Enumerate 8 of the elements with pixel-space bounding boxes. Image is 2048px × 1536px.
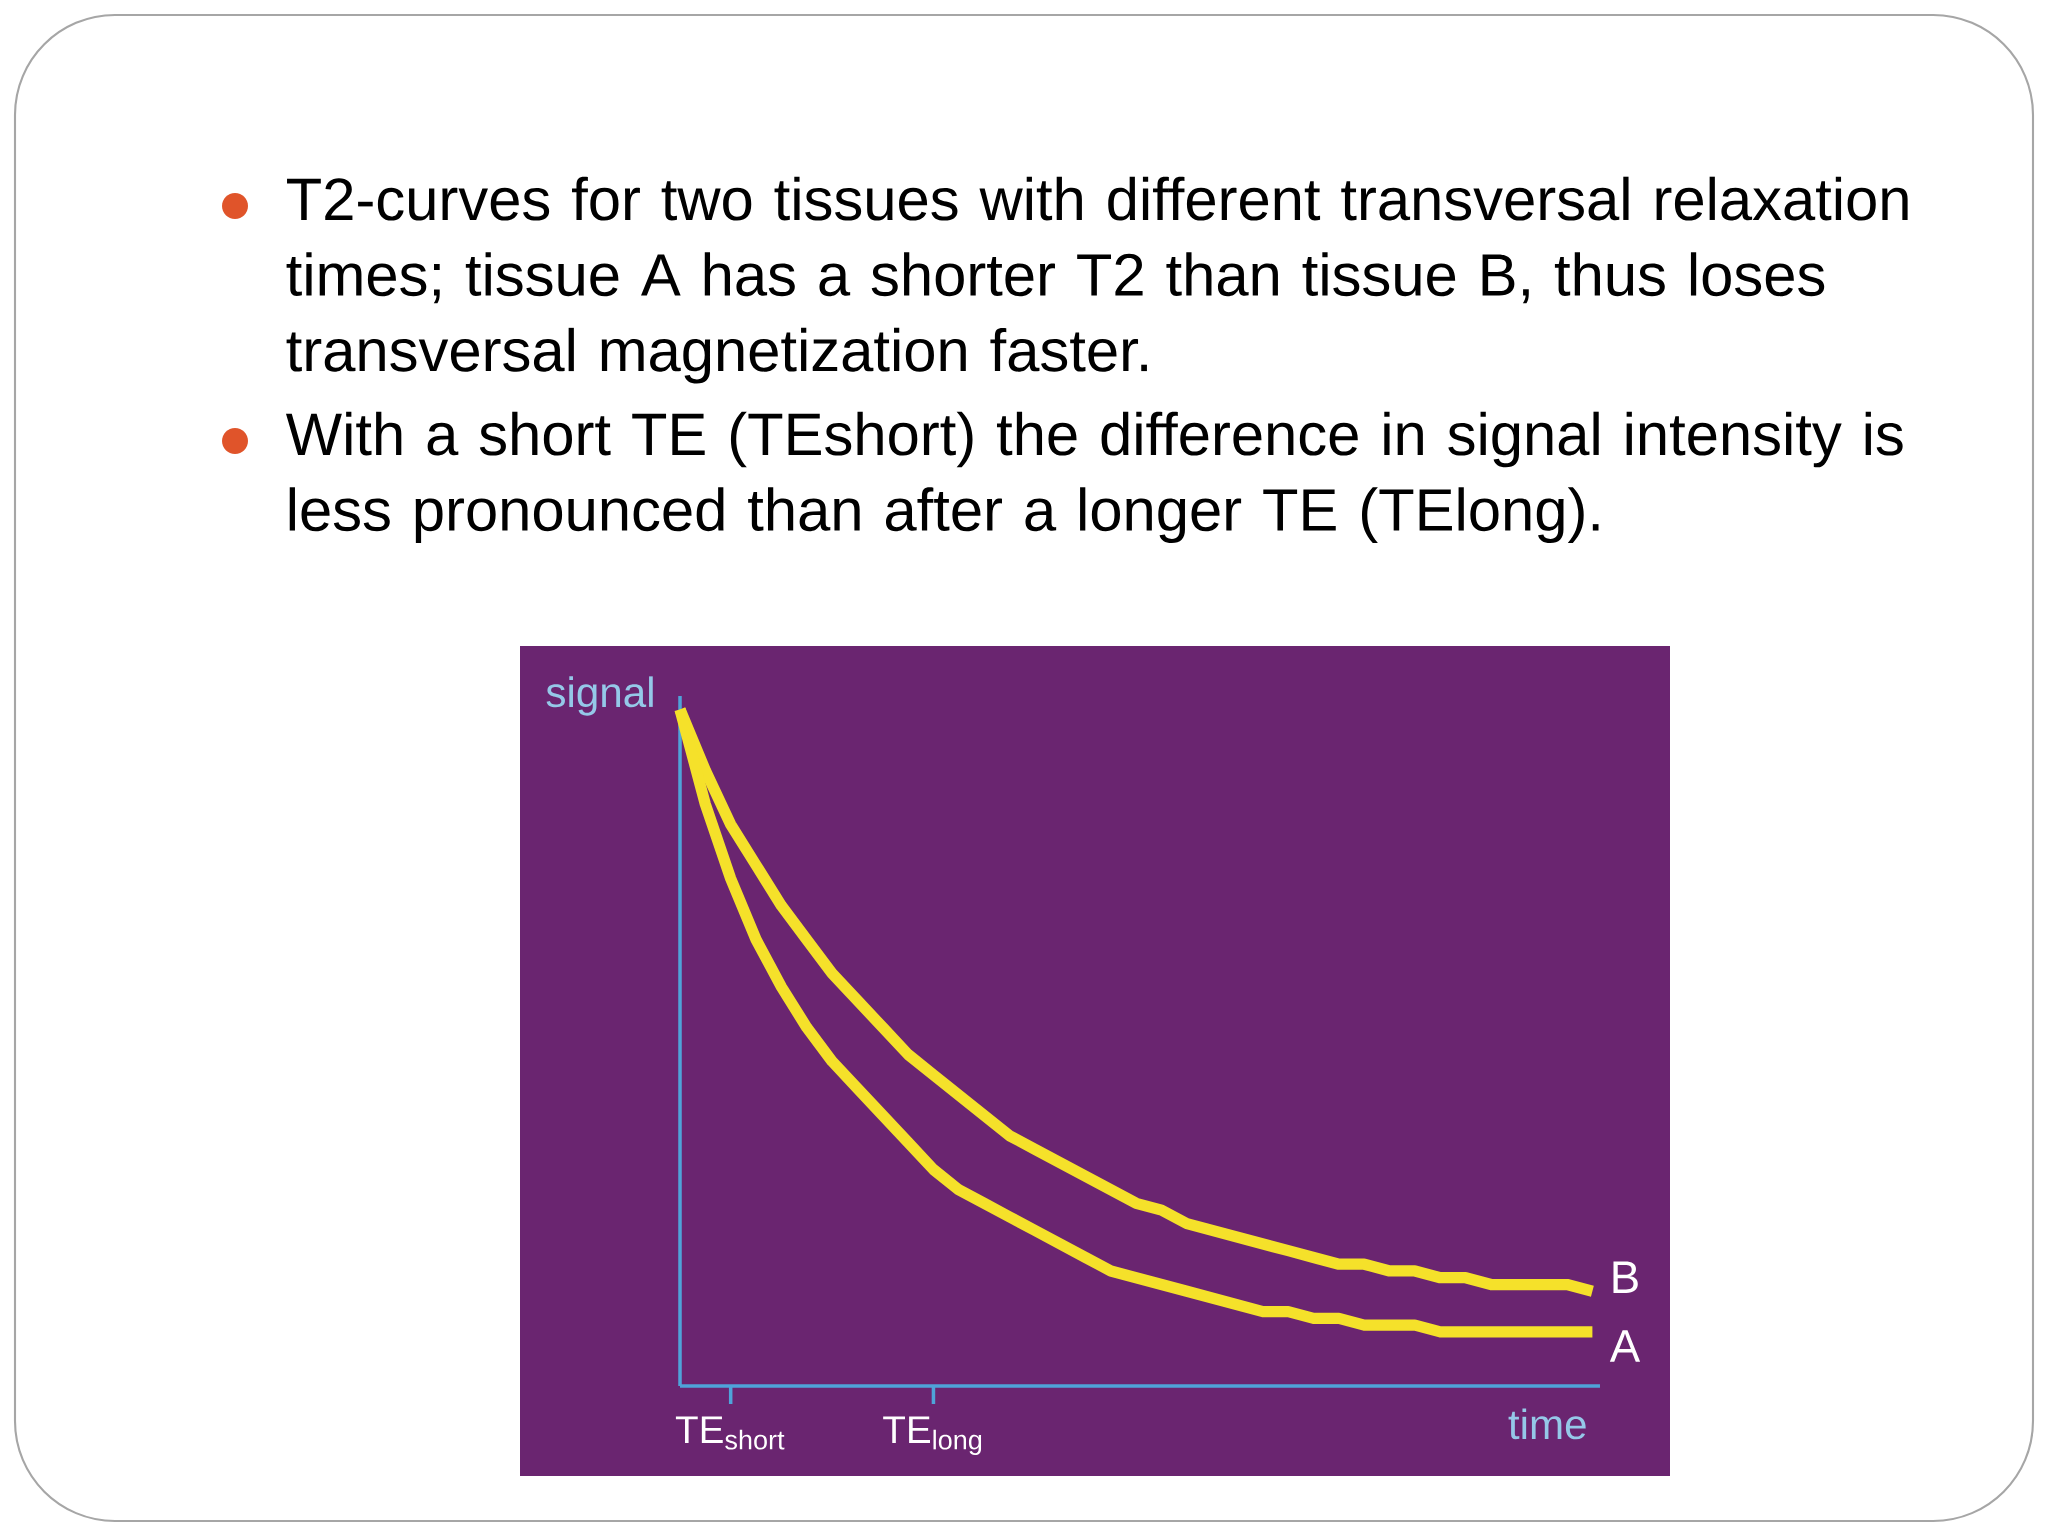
series-label: A (1609, 1330, 1641, 1362)
text: T2-curves for two tissues with different transversal relaxation times; tissue A has a shorter T2 than tissue B, thus loses transversal magnetization faster. (286, 176, 1908, 384)
x-axis-title: time (1508, 1408, 1586, 1440)
x-tick-label: TE$_{long}$ (883, 1416, 982, 1455)
y-axis-title: signal (546, 676, 653, 716)
text: With a short TE (TEshort) the difference in signal intensity is less pronounced than after a longer TE (TElong). (285, 411, 1903, 543)
series-label: B (1613, 1261, 1638, 1293)
x-tick-label: TE$_{short}$ (675, 1416, 785, 1450)
